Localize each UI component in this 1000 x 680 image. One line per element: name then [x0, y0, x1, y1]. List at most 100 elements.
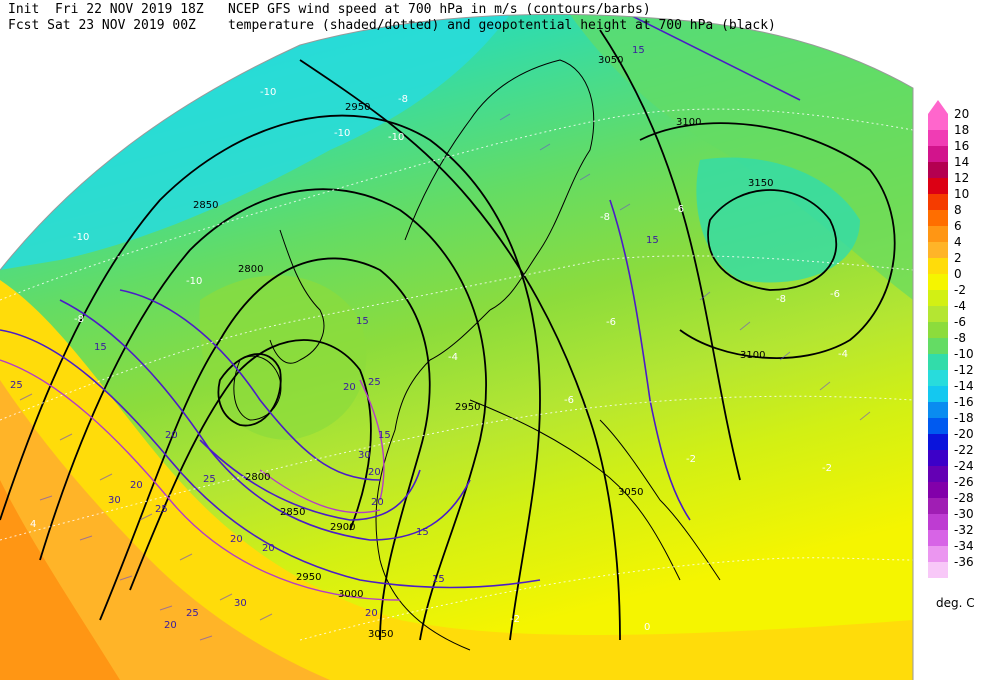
legend-label: -8 — [954, 331, 966, 345]
legend-label: -12 — [954, 363, 974, 377]
map-domain — [0, 14, 913, 680]
temp-label: -10 — [186, 276, 202, 287]
temp-label: -2 — [822, 463, 832, 474]
wind-label: 15 — [646, 235, 659, 246]
temp-label: -4 — [838, 349, 848, 360]
height-labels: 3050 2950 3100 2850 3150 2800 2950 3100 … — [193, 55, 773, 640]
domain-outline — [0, 13, 914, 680]
legend-swatch — [928, 242, 948, 258]
wind-label: 20 — [164, 620, 177, 631]
legend-swatch — [928, 354, 948, 370]
cold-pool-east — [696, 157, 860, 283]
hottest-region — [0, 480, 120, 680]
wind-label: 20 — [130, 480, 143, 491]
temp-label: -6 — [606, 317, 616, 328]
wind-label: 25 — [186, 608, 199, 619]
legend-label: -18 — [954, 411, 974, 425]
legend-swatch — [928, 434, 948, 450]
wind-label: 15 — [94, 342, 107, 353]
wind-label: 30 — [234, 598, 247, 609]
legend-swatch — [928, 482, 948, 498]
legend-swatch — [928, 274, 948, 290]
wind-label: 30 — [358, 450, 371, 461]
wind-label: 15 — [416, 527, 429, 538]
legend-label: 18 — [954, 123, 970, 137]
height-label: 2900 — [330, 522, 355, 533]
legend-swatch — [928, 130, 948, 146]
wind-label: 25 — [368, 377, 381, 388]
temp-label: -10 — [73, 232, 89, 243]
legend-swatch — [928, 338, 948, 354]
legend-swatch — [928, 530, 948, 546]
temp-label: -8 — [776, 294, 786, 305]
legend-label: 20 — [954, 107, 970, 121]
temp-label: -6 — [830, 289, 840, 300]
temp-label: -6 — [674, 204, 684, 215]
legend-label: -2 — [954, 283, 966, 297]
wind-labels: 15 15 20 25 20 15 20 25 30 20 15 20 25 3… — [10, 45, 659, 631]
init-time: Init Fri 22 NOV 2019 18Z — [8, 2, 204, 17]
map-header: Init Fri 22 NOV 2019 18Z NCEP GFS wind s… — [8, 2, 798, 36]
legend-swatch — [928, 370, 948, 386]
height-label: 3050 — [618, 487, 643, 498]
legend-swatch — [928, 386, 948, 402]
legend-label: 10 — [954, 187, 970, 201]
legend-label: -22 — [954, 443, 974, 457]
legend-swatch — [928, 178, 948, 194]
color-legend: 20 18 16 14 12 10 8 6 4 2 0 -2 -4 -6 -8 -10 -12 -14 -16 -18… — [928, 100, 1000, 578]
legend-label: -6 — [954, 315, 966, 329]
legend-label: -30 — [954, 507, 974, 521]
legend-label: -34 — [954, 539, 974, 553]
wind-label: 25 — [155, 504, 168, 515]
temp-label: 4 — [30, 519, 36, 530]
forecast-time: Fcst Sat 23 NOV 2019 00Z — [8, 18, 196, 33]
legend-arrow-icon — [928, 100, 948, 114]
wind-label: 30 — [108, 495, 121, 506]
height-label: 2850 — [280, 507, 305, 518]
height-label: 2950 — [455, 402, 480, 413]
jet-core-contours — [0, 359, 401, 601]
wind-label: 20 — [165, 430, 178, 441]
legend-swatch — [928, 418, 948, 434]
warm-region — [0, 280, 913, 680]
legend-swatch — [928, 306, 948, 322]
height-label: 2950 — [296, 572, 321, 583]
coastlines — [233, 59, 721, 651]
wind-label: 15 — [356, 316, 369, 327]
legend-swatch — [928, 210, 948, 226]
temperature-contours — [0, 108, 913, 641]
temp-label: -8 — [600, 212, 610, 223]
legend-label: -14 — [954, 379, 974, 393]
temp-label: -2 — [686, 454, 696, 465]
height-label: 3000 — [338, 589, 363, 600]
temp-label: -2 — [510, 614, 520, 625]
wind-label: 15 — [632, 45, 645, 56]
wind-label: 25 — [10, 380, 23, 391]
legend-swatch — [928, 402, 948, 418]
legend-swatch — [928, 546, 948, 562]
wind-label: 20 — [230, 534, 243, 545]
height-label: 3150 — [748, 178, 773, 189]
legend-label: 0 — [954, 267, 962, 281]
legend-label: -4 — [954, 299, 966, 313]
legend-swatch — [928, 498, 948, 514]
hot-region — [0, 380, 330, 680]
legend-swatch — [928, 514, 948, 530]
wind-label: 20 — [368, 467, 381, 478]
height-label: 3100 — [676, 117, 701, 128]
wind-label: 20 — [371, 497, 384, 508]
legend-label: 2 — [954, 251, 962, 265]
wind-label: 20 — [262, 543, 275, 554]
legend-swatch — [928, 466, 948, 482]
legend-swatch — [928, 290, 948, 306]
height-label: 3050 — [368, 629, 393, 640]
height-label: 2850 — [193, 200, 218, 211]
legend-swatch — [928, 258, 948, 274]
legend-label: -16 — [954, 395, 974, 409]
legend-label: 4 — [954, 235, 962, 249]
legend-swatch — [928, 562, 948, 578]
legend-label: -20 — [954, 427, 974, 441]
title-line-1: NCEP GFS wind speed at 700 hPa in m/s (c… — [228, 2, 651, 17]
temp-label: -6 — [564, 395, 574, 406]
